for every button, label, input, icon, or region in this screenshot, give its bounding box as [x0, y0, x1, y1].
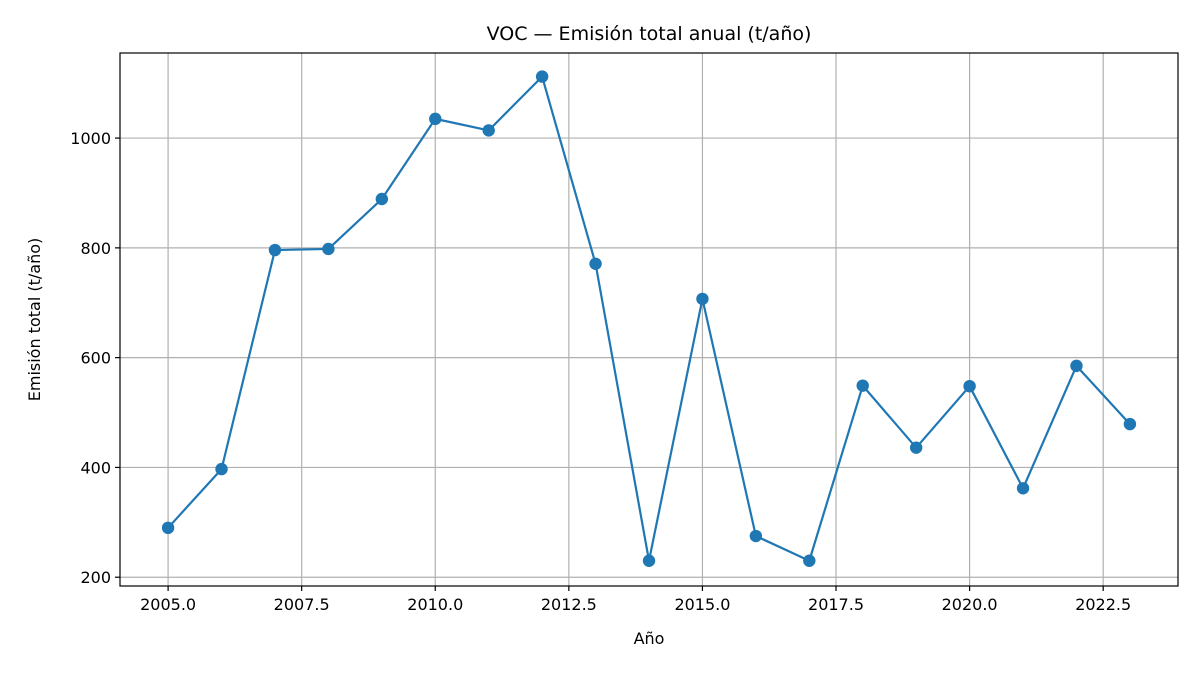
data-point	[1123, 417, 1137, 431]
data-point	[856, 379, 869, 392]
data-point	[429, 112, 442, 126]
data-point	[535, 70, 549, 83]
x-axis: 2005.0 2007.5 2010.0 2012.5 2015.0 2017.5 2020…	[140, 586, 1131, 614]
data-point	[696, 292, 709, 306]
series-layer	[161, 70, 1137, 567]
chart-title: VOC — Emisión total anual (t/año)	[487, 23, 812, 45]
data-point	[268, 243, 282, 257]
data-point	[642, 554, 656, 567]
data-point	[375, 192, 389, 206]
y-tick-label: 600	[80, 349, 111, 368]
grid	[120, 53, 1178, 586]
data-point	[482, 124, 495, 137]
data-point	[1070, 359, 1083, 373]
x-tick-label: 2020.0	[942, 595, 998, 614]
data-point	[803, 554, 816, 567]
x-tick-label: 2010.0	[407, 595, 463, 614]
x-tick-label: 2012.5	[541, 595, 597, 614]
series-line	[167, 75, 1131, 562]
y-axis-label: Emisión total (t/año)	[25, 238, 44, 402]
y-tick-label: 800	[80, 239, 111, 258]
data-point	[1016, 482, 1030, 495]
data-point	[589, 257, 602, 270]
data-point	[215, 462, 228, 476]
x-tick-label: 2022.5	[1075, 595, 1131, 614]
x-tick-label: 2015.0	[674, 595, 730, 614]
y-axis: 200 400 600 800 1000	[70, 129, 120, 587]
data-point	[963, 379, 976, 393]
y-tick-label: 400	[80, 458, 111, 477]
data-point	[749, 529, 763, 543]
y-tick-label: 200	[80, 568, 111, 587]
data-point	[909, 441, 923, 454]
data-point	[322, 242, 335, 256]
y-tick-label: 1000	[70, 129, 111, 148]
x-tick-label: 2005.0	[140, 595, 196, 614]
plot-frame	[119, 52, 1179, 587]
x-axis-label: Año	[634, 629, 665, 648]
x-tick-label: 2017.5	[808, 595, 864, 614]
data-point	[161, 521, 175, 535]
x-tick-label: 2007.5	[274, 595, 330, 614]
